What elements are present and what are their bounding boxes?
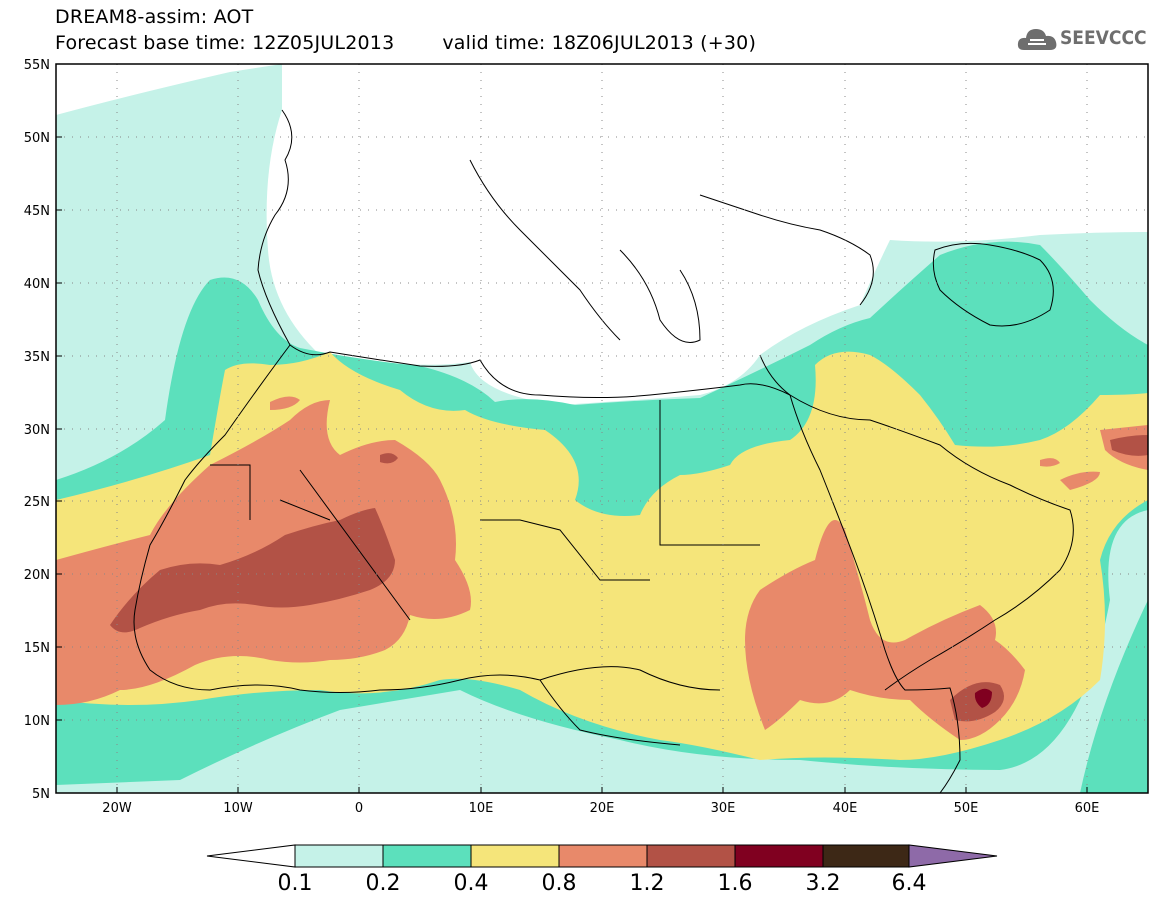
aot-region-1.2 [110, 508, 395, 633]
axis-ticks [56, 63, 1088, 794]
aot-region-0.8 [270, 396, 300, 410]
cloud-icon [1017, 29, 1057, 50]
lat-tick-label: 25N [24, 495, 50, 510]
seevccc-logo: SEEVCCC [1016, 24, 1156, 54]
aot-region-1.2 [380, 453, 398, 464]
colorbar-label: 6.4 [891, 871, 927, 896]
colorbar-over-arrow [908, 844, 998, 868]
colorbar-swatch [558, 844, 648, 868]
colorbar-swatch [382, 844, 472, 868]
aot-field [56, 64, 1148, 793]
colorbar-swatch [646, 844, 736, 868]
colorbar-label: 1.6 [717, 871, 753, 896]
lat-tick-label: 45N [24, 204, 50, 219]
lon-tick-label: 40E [833, 801, 858, 816]
colorbar-label: 0.8 [541, 871, 577, 896]
aot-region-0.8 [1060, 471, 1100, 490]
lon-tick-label: 20E [590, 801, 615, 816]
base-time-label: Forecast base time: 12Z05JUL2013 [55, 32, 395, 54]
colorbar-swatch [734, 844, 824, 868]
colorbar-label: 3.2 [805, 871, 841, 896]
lon-tick-label: 60E [1075, 801, 1100, 816]
lat-tick-label: 20N [24, 568, 50, 583]
lon-tick-label: 50E [954, 801, 979, 816]
colorbar-swatch [470, 844, 560, 868]
lat-tick-label: 55N [24, 58, 50, 73]
colorbar-under-arrow [206, 844, 296, 868]
lon-tick-label: 0 [355, 801, 363, 816]
logo-text: SEEVCCC [1060, 27, 1147, 49]
colorbar-swatch [822, 844, 910, 868]
colorbar-label: 1.2 [629, 871, 665, 896]
lat-tick-label: 35N [24, 350, 50, 365]
lat-tick-label: 50N [24, 131, 50, 146]
colorbar [206, 844, 998, 868]
aot-region-0.8 [745, 520, 1025, 740]
lat-tick-label: 15N [24, 641, 50, 656]
lon-tick-label: 30E [711, 801, 736, 816]
valid-time-label: valid time: 18Z06JUL2013 (+30) [442, 32, 757, 54]
map-subtitle: Forecast base time: 12Z05JUL2013 valid ti… [55, 32, 756, 54]
colorbar-label: 0.2 [365, 871, 401, 896]
aot-region-0.8 [1040, 458, 1060, 467]
lon-tick-label: 10E [469, 801, 494, 816]
colorbar-label: 0.4 [453, 871, 489, 896]
lat-tick-label: 30N [24, 423, 50, 438]
colorbar-label: 0.1 [277, 871, 313, 896]
lat-tick-label: 40N [24, 277, 50, 292]
latitude-labels: 5N 10N 15N 20N 25N 30N 35N 40N 45N 50N 5… [24, 58, 50, 802]
lon-tick-label: 10W [223, 801, 253, 816]
lon-tick-label: 20W [102, 801, 132, 816]
longitude-labels: 20W 10W 0 10E 20E 30E 40E 50E 60E [102, 801, 1099, 816]
aot-region-1.2 [1110, 435, 1148, 456]
lat-tick-label: 10N [24, 714, 50, 729]
map-title: DREAM8-assim: AOT [55, 6, 254, 28]
aot-region-1.6 [974, 688, 992, 708]
coastlines [133, 109, 1074, 793]
lat-tick-label: 5N [32, 787, 50, 802]
colorbar-swatch [294, 844, 384, 868]
